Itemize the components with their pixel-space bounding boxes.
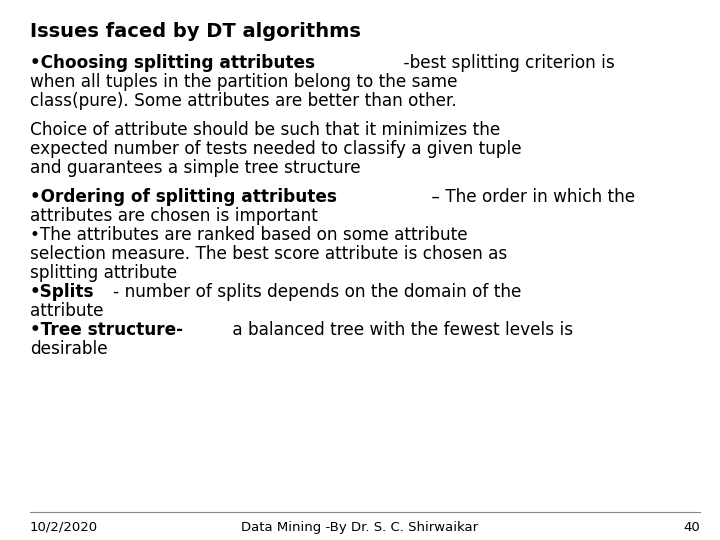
Text: 40: 40 [683,521,700,534]
Text: 10/2/2020: 10/2/2020 [30,521,98,534]
Text: splitting attribute: splitting attribute [30,264,177,282]
Text: Data Mining -By Dr. S. C. Shirwaikar: Data Mining -By Dr. S. C. Shirwaikar [241,521,479,534]
Text: and guarantees a simple tree structure: and guarantees a simple tree structure [30,159,361,177]
Text: - number of splits depends on the domain of the: - number of splits depends on the domain… [113,283,521,301]
Text: attributes are chosen is important: attributes are chosen is important [30,207,318,225]
Text: – The order in which the: – The order in which the [426,188,635,206]
Text: •Choosing splitting attributes: •Choosing splitting attributes [30,54,315,72]
Text: Choice of attribute should be such that it minimizes the: Choice of attribute should be such that … [30,121,500,139]
Text: selection measure. The best score attribute is chosen as: selection measure. The best score attrib… [30,245,508,263]
Text: desirable: desirable [30,340,107,358]
Text: Issues faced by DT algorithms: Issues faced by DT algorithms [30,22,361,41]
Text: -best splitting criterion is: -best splitting criterion is [397,54,614,72]
Text: •Tree structure-: •Tree structure- [30,321,183,339]
Text: expected number of tests needed to classify a given tuple: expected number of tests needed to class… [30,140,521,158]
Text: when all tuples in the partition belong to the same: when all tuples in the partition belong … [30,73,457,91]
Text: •Splits: •Splits [30,283,94,301]
Text: •Ordering of splitting attributes: •Ordering of splitting attributes [30,188,337,206]
Text: •The attributes are ranked based on some attribute: •The attributes are ranked based on some… [30,226,467,244]
Text: class(pure). Some attributes are better than other.: class(pure). Some attributes are better … [30,92,457,110]
Text: a balanced tree with the fewest levels is: a balanced tree with the fewest levels i… [228,321,574,339]
Text: attribute: attribute [30,302,104,320]
